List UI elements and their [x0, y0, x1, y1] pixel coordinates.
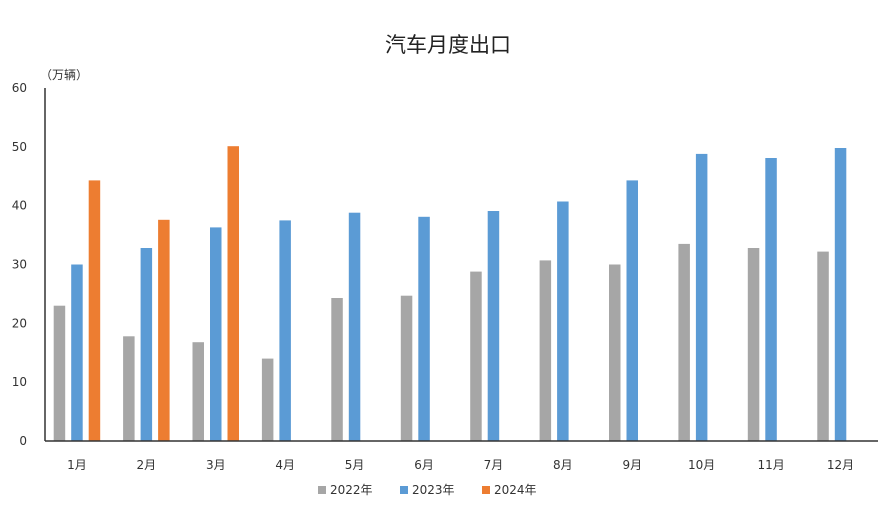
bar-2-12 — [834, 148, 847, 441]
bar-1-11 — [747, 248, 760, 441]
bar-1-7 — [470, 271, 482, 441]
y-tick-label: 20 — [12, 316, 27, 330]
bar-1-6 — [400, 295, 413, 441]
x-tick-label: 11月 — [757, 458, 784, 472]
y-tick-label: 10 — [12, 375, 27, 389]
legend-swatch-3 — [482, 486, 490, 494]
bar-1-9 — [609, 264, 621, 441]
x-tick-label: 12月 — [827, 458, 854, 472]
y-tick-label: 50 — [12, 140, 27, 154]
x-tick-label: 5月 — [345, 458, 365, 472]
bar-1-8 — [539, 260, 552, 441]
chart-title: 汽车月度出口 — [385, 33, 511, 57]
y-axis-ticks: 0 10 20 30 40 50 60 — [12, 81, 27, 448]
bar-2-6 — [418, 216, 430, 441]
bar-1-12 — [817, 251, 829, 441]
bar-2-7 — [487, 211, 500, 441]
legend: 2022年 2023年 2024年 — [318, 483, 537, 497]
bar-1-1 — [53, 305, 66, 441]
bar-2-5 — [348, 212, 361, 441]
y-tick-label: 60 — [12, 81, 27, 95]
bar-1-4 — [261, 358, 274, 441]
x-tick-label: 7月 — [484, 458, 504, 472]
y-tick-label: 40 — [12, 199, 27, 213]
bar-3-3 — [227, 146, 239, 441]
x-axis-ticks: 1月 2月 3月 4月 5月 6月 7月 8月 9月 10月 11月 12月 — [67, 458, 854, 472]
x-tick-label: 8月 — [553, 458, 573, 472]
legend-swatch-2 — [400, 486, 408, 494]
bar-1-10 — [678, 243, 690, 441]
bar-1-2 — [123, 336, 135, 441]
x-tick-label: 1月 — [67, 458, 87, 472]
bar-2-10 — [695, 153, 708, 441]
x-tick-label: 6月 — [414, 458, 434, 472]
legend-label-1: 2022年 — [330, 483, 373, 497]
bar-2-3 — [210, 227, 222, 441]
bar-2-9 — [626, 180, 638, 441]
bar-2-4 — [279, 220, 291, 441]
bar-1-5 — [331, 298, 343, 441]
x-tick-label: 9月 — [622, 458, 642, 472]
bar-2-2 — [140, 248, 153, 441]
y-tick-label: 30 — [12, 258, 27, 272]
bar-2-8 — [557, 201, 569, 441]
bars-group — [53, 146, 847, 441]
x-tick-label: 4月 — [275, 458, 295, 472]
y-tick-label: 0 — [19, 434, 27, 448]
legend-swatch-1 — [318, 486, 326, 494]
legend-label-2: 2023年 — [412, 483, 455, 497]
bar-3-2 — [158, 219, 170, 441]
bar-1-3 — [192, 342, 204, 441]
x-tick-label: 2月 — [137, 458, 157, 472]
bar-3-1 — [88, 180, 101, 441]
bar-2-11 — [765, 158, 777, 441]
x-tick-label: 10月 — [688, 458, 715, 472]
y-axis-unit-label: （万辆） — [40, 68, 88, 82]
bar-2-1 — [71, 264, 83, 441]
legend-label-3: 2024年 — [494, 483, 537, 497]
x-tick-label: 3月 — [206, 458, 226, 472]
